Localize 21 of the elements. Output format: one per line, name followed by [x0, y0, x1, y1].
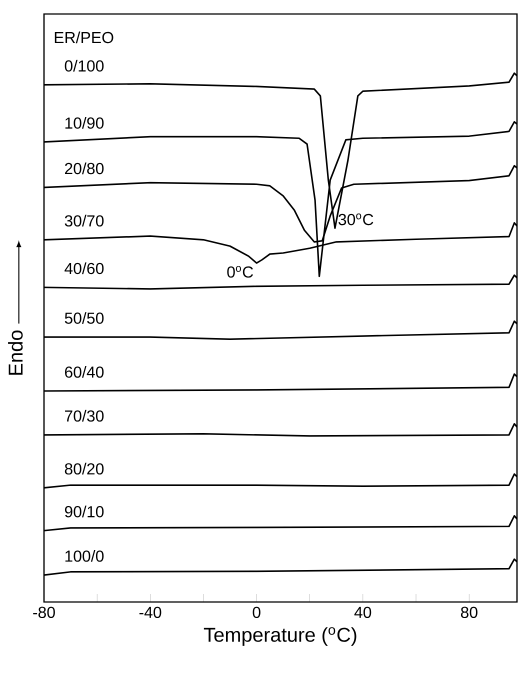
- series-label: 70/30: [65, 410, 104, 422]
- series-label: 80/20: [64, 462, 104, 475]
- x-axis-title: Temperature ($^{o}$C): [204, 627, 356, 646]
- series-label: 30/70: [64, 214, 104, 227]
- annotation: 30$^{o}$C: [338, 214, 374, 226]
- x-tick-label: 80: [460, 606, 478, 618]
- series-label: 50/50: [64, 312, 104, 324]
- x-tick-label: 0: [252, 606, 260, 618]
- x-tick-label: -40: [139, 606, 162, 618]
- annotation: 0$^{o}$C: [227, 266, 254, 278]
- x-tick-label: -80: [33, 606, 55, 618]
- series-label: 60/40: [65, 366, 104, 378]
- series-label: 90/10: [64, 506, 104, 518]
- legend-title: ER/PEO: [54, 31, 114, 44]
- y-axis-title: Endo: [8, 330, 23, 375]
- series-label: 100/0: [65, 550, 104, 562]
- x-tick-label: 40: [354, 606, 372, 618]
- series-label: 40/60: [64, 262, 104, 274]
- series-label: 20/80: [64, 162, 104, 174]
- series-label: 0/100: [64, 60, 104, 72]
- series-label: 10/90: [65, 116, 104, 129]
